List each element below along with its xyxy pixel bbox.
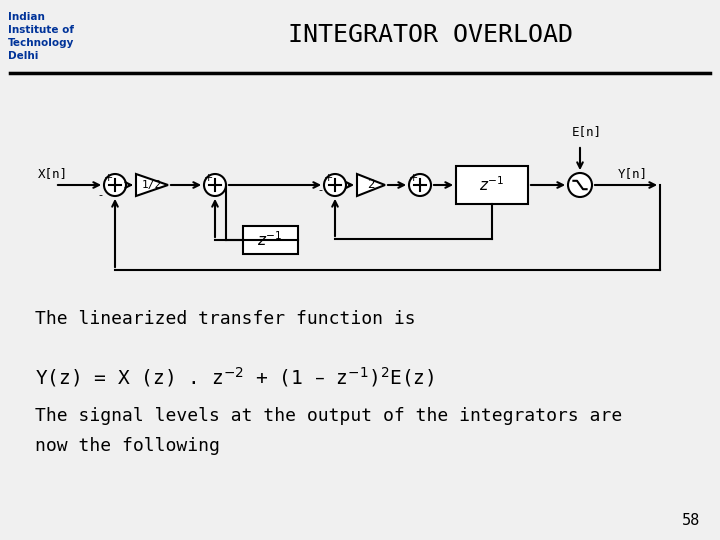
Text: now the following: now the following — [35, 437, 220, 455]
Text: The signal levels at the output of the integrators are: The signal levels at the output of the i… — [35, 407, 622, 425]
Circle shape — [409, 174, 431, 196]
Bar — [456, 166, 528, 204]
Circle shape — [324, 174, 346, 196]
Text: Y(z) = X (z) . z$^{-2}$ + (1 – z$^{-1}$)$^{2}$E(z): Y(z) = X (z) . z$^{-2}$ + (1 – z$^{-1}$)… — [35, 365, 434, 389]
Bar — [243, 226, 297, 254]
Polygon shape — [357, 174, 385, 196]
Text: Indian: Indian — [8, 12, 45, 22]
Circle shape — [568, 173, 592, 197]
Text: +: + — [324, 173, 333, 184]
Text: +: + — [204, 173, 213, 184]
Text: 2: 2 — [367, 179, 374, 192]
Text: The linearized transfer function is: The linearized transfer function is — [35, 310, 415, 328]
Polygon shape — [136, 174, 168, 196]
Text: 58: 58 — [682, 513, 700, 528]
Text: $z^{-1}$: $z^{-1}$ — [257, 231, 283, 249]
Text: -: - — [98, 190, 102, 200]
Circle shape — [204, 174, 226, 196]
Text: 1/2: 1/2 — [142, 180, 162, 190]
Text: X[n]: X[n] — [38, 167, 68, 180]
Text: Institute of: Institute of — [8, 25, 74, 35]
Text: E[n]: E[n] — [572, 125, 602, 138]
Text: Delhi: Delhi — [8, 51, 38, 61]
Text: $z^{-1}$: $z^{-1}$ — [480, 176, 505, 194]
Text: Y[n]: Y[n] — [618, 167, 648, 180]
Text: +: + — [104, 173, 113, 184]
Text: -: - — [318, 186, 322, 195]
Text: INTEGRATOR OVERLOAD: INTEGRATOR OVERLOAD — [287, 23, 572, 47]
Text: +: + — [409, 173, 418, 184]
Circle shape — [104, 174, 126, 196]
Text: Technology: Technology — [8, 38, 74, 48]
